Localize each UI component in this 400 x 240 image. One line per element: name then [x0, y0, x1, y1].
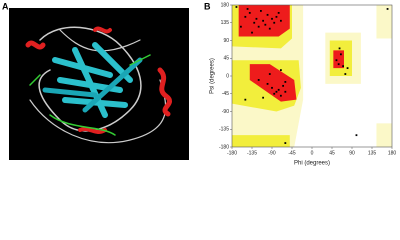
x-tick-label: 180: [388, 150, 397, 156]
point: [284, 81, 287, 83]
point: [266, 13, 269, 16]
point: [284, 142, 287, 144]
point: [271, 17, 273, 20]
point: [282, 84, 285, 87]
point: [271, 86, 273, 89]
point: [284, 90, 287, 93]
point: [257, 79, 260, 81]
point: [337, 63, 340, 66]
point: [262, 19, 265, 22]
y-axis-label: Psi (degrees): [210, 58, 216, 94]
point: [346, 67, 349, 70]
point: [275, 15, 278, 18]
point: [239, 25, 242, 28]
generous-region: [376, 123, 392, 147]
protein-ribbons: [25, 26, 172, 144]
point: [279, 19, 282, 22]
point: [251, 31, 253, 34]
point: [255, 17, 258, 20]
x-tick-label: 45: [329, 150, 335, 156]
point: [253, 21, 256, 24]
point: [268, 27, 271, 30]
y-tick-label: 45: [223, 56, 229, 62]
point: [335, 59, 338, 62]
point: [275, 90, 278, 93]
y-tick-label: -45: [222, 91, 229, 97]
panel-label: B: [204, 1, 211, 11]
y-tick-label: -135: [219, 127, 229, 133]
point: [277, 88, 280, 91]
x-axis-label: Phi (degrees): [294, 161, 330, 167]
x-tick-label: -90: [268, 150, 275, 156]
y-tick-label: 135: [221, 20, 230, 26]
x-tick-label: 90: [349, 150, 355, 156]
y-tick-label: -90: [222, 109, 229, 115]
point: [235, 6, 238, 8]
point: [277, 11, 280, 14]
x-tick-label: -135: [247, 150, 257, 156]
point: [355, 134, 358, 137]
point: [339, 53, 342, 56]
point: [264, 23, 267, 26]
point: [262, 96, 265, 99]
point: [279, 69, 282, 71]
point: [246, 8, 249, 10]
point: [244, 15, 247, 18]
x-tick-label: 0: [311, 150, 314, 156]
point: [273, 92, 276, 95]
core-region: [238, 5, 290, 37]
point: [268, 73, 271, 75]
point: [257, 25, 260, 28]
y-tick-label: 0: [226, 73, 229, 79]
panel-label: A: [2, 1, 9, 11]
figure: A B Phi (degrees) Psi (degrees) -180 -135…: [2, 1, 397, 167]
y-tick-label: -180: [219, 144, 229, 150]
point: [338, 47, 341, 50]
point: [244, 98, 247, 101]
x-tick-label: 135: [368, 150, 377, 156]
point: [248, 11, 251, 14]
x-tick-label: -180: [227, 150, 237, 156]
y-tick-label: 90: [223, 38, 229, 44]
allowed-region: [232, 135, 290, 147]
point: [344, 73, 347, 75]
generous-region: [376, 5, 392, 39]
point: [273, 21, 276, 24]
point: [259, 10, 262, 12]
point: [342, 65, 345, 68]
point: [266, 82, 269, 85]
y-tick-label: 180: [221, 2, 230, 8]
point: [386, 8, 389, 10]
x-tick-label: -45: [288, 150, 295, 156]
point: [279, 94, 282, 97]
